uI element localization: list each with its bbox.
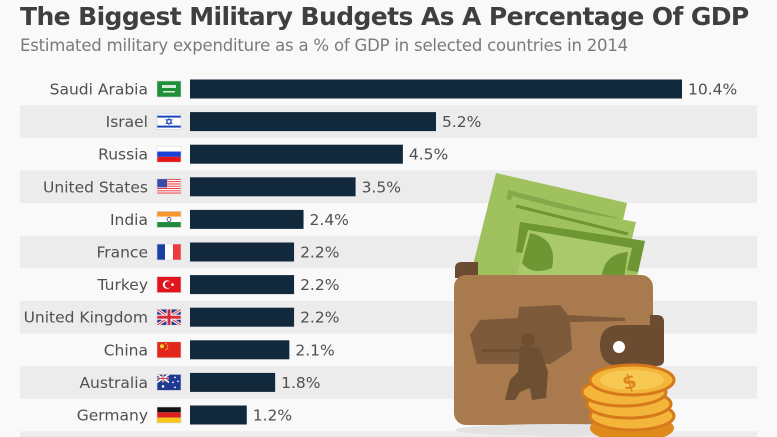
- france-flag-icon: [156, 243, 182, 261]
- germany-flag-icon: [156, 406, 182, 424]
- bar: [190, 112, 436, 132]
- bar: [190, 79, 682, 99]
- category-label: Turkey: [97, 276, 148, 294]
- value-label: 1.2%: [253, 407, 292, 425]
- value-label: 2.2%: [300, 244, 339, 262]
- bar: [190, 307, 295, 327]
- value-label: 2.1%: [295, 341, 334, 359]
- united-states-flag-icon: [156, 178, 182, 196]
- china-flag-icon: [156, 341, 182, 359]
- bar-row: China 2.1%: [104, 340, 335, 360]
- category-label: Saudi Arabia: [50, 81, 148, 99]
- bar: [190, 177, 356, 197]
- bar-row: France 2.2%: [96, 242, 339, 262]
- category-label: United States: [43, 178, 148, 196]
- category-label: Israel: [106, 113, 148, 131]
- value-label: 5.2%: [442, 113, 481, 131]
- bar: [190, 405, 247, 425]
- bar-row: Saudi Arabia 10.4%: [50, 79, 737, 99]
- bar-row: United Kingdom 2.2%: [24, 307, 339, 327]
- chart-subtitle: Estimated military expenditure as a % of…: [20, 36, 628, 55]
- category-label: Russia: [98, 146, 148, 164]
- india-flag-icon: [156, 211, 182, 228]
- svg-text:$: $: [619, 368, 639, 395]
- coin-stack-icon: $: [580, 363, 676, 437]
- soldier-silhouette-icon: [482, 333, 548, 400]
- wallet-illustration: $: [454, 173, 676, 437]
- value-label: 2.2%: [300, 276, 339, 294]
- value-label: 1.8%: [281, 374, 320, 392]
- bar-row: Australia 1.8%: [79, 372, 321, 392]
- row-stripe: [20, 431, 757, 437]
- bar-row: Germany 1.2%: [77, 405, 292, 425]
- chart-title: The Biggest Military Budgets As A Percen…: [20, 2, 749, 31]
- bar: [190, 340, 290, 360]
- saudi-arabia-flag-icon: [156, 80, 182, 98]
- row-stripe: [20, 170, 757, 204]
- category-label: France: [96, 244, 148, 262]
- category-label: United Kingdom: [24, 309, 148, 327]
- israel-flag-icon: [156, 113, 182, 130]
- united-kingdom-flag-icon: [156, 307, 182, 327]
- value-label: 10.4%: [688, 81, 737, 99]
- bar: [190, 275, 295, 295]
- russia-flag-icon: [156, 145, 182, 163]
- value-label: 2.2%: [300, 309, 339, 327]
- bar-row: Turkey 2.2%: [97, 275, 339, 295]
- turkey-flag-icon: [156, 276, 182, 293]
- bar: [190, 209, 304, 229]
- value-label: 4.5%: [409, 146, 448, 164]
- category-label: China: [104, 341, 148, 359]
- bar: [190, 242, 295, 262]
- category-label: Germany: [77, 407, 148, 425]
- category-label: Australia: [79, 374, 148, 392]
- bar: [190, 144, 403, 164]
- bar-row: India 2.4%: [110, 209, 349, 229]
- australia-flag-icon: [156, 373, 182, 391]
- value-label: 3.5%: [362, 178, 401, 196]
- bar: [190, 372, 276, 392]
- bar-row: Russia 4.5%: [98, 144, 448, 164]
- bar-row: Israel 5.2%: [106, 112, 481, 132]
- bar-row: United States 3.5%: [43, 177, 401, 197]
- category-label: India: [110, 211, 148, 229]
- value-label: 2.4%: [310, 211, 349, 229]
